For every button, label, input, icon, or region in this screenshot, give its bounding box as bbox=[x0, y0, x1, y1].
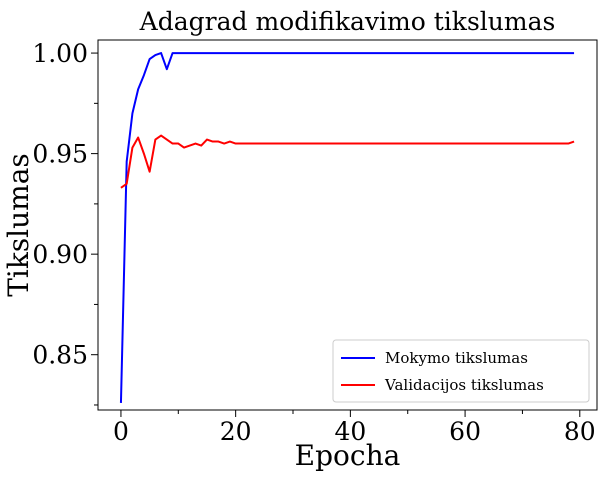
y-tick-label: 0.90 bbox=[32, 240, 88, 269]
x-tick-label: 80 bbox=[564, 417, 596, 446]
legend-box bbox=[332, 339, 590, 403]
x-tick-label: 40 bbox=[334, 417, 366, 446]
y-tick-label: 0.85 bbox=[32, 341, 88, 370]
chart-title: Adagrad modifikavimo tikslumas bbox=[139, 7, 556, 36]
series-line-mokymo-tikslumas bbox=[119, 52, 575, 403]
legend: Mokymo tikslumas Validacijos tikslumas bbox=[332, 339, 590, 403]
y-tick-label: 0.95 bbox=[32, 140, 88, 169]
x-tick-label: 60 bbox=[449, 417, 481, 446]
legend-label: Mokymo tikslumas bbox=[385, 349, 528, 367]
series-line-validacijos-tikslumas bbox=[120, 134, 575, 189]
x-tick-label: 20 bbox=[220, 417, 252, 446]
x-tick-label: 0 bbox=[113, 417, 129, 446]
plot-frame bbox=[97, 39, 598, 411]
legend-label: Validacijos tikslumas bbox=[384, 376, 544, 394]
x-axis-label: Epocha bbox=[295, 439, 401, 472]
plot-area: 0.85 0.90 0.95 1.00 0 20 40 60 80 bbox=[32, 39, 598, 446]
y-axis-label: Tikslumas bbox=[2, 153, 35, 297]
y-tick-label: 1.00 bbox=[32, 39, 88, 68]
